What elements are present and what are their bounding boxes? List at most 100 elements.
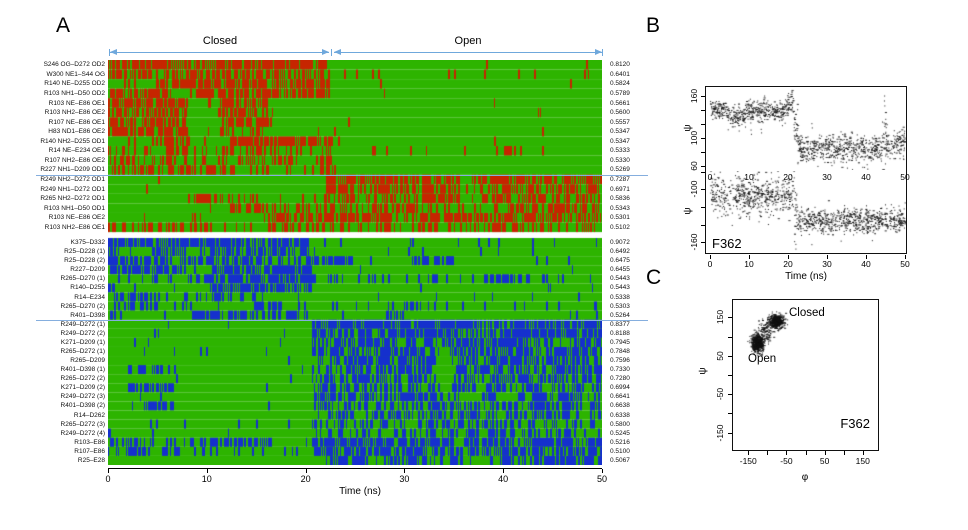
heatmap-row-label: R103 NH2–E86 OE2 [44,109,105,117]
arrow-right-icon [322,49,329,55]
heatmap-row-value: 0.6492 [610,248,630,256]
b-top-y-tick [701,166,705,168]
heatmap-row-value: 0.5824 [610,80,630,88]
heatmap-row-value: 0.5789 [610,89,630,97]
c-x-tick [767,451,769,455]
heatmap-row-value: 0.6401 [610,70,630,78]
axis-tick-label: 20 [300,474,311,484]
heatmap-row-value: 0.7945 [610,338,630,346]
b-top-y-tick-label: 60 [689,161,699,172]
b-bottom-x-tick-label: 40 [861,259,871,269]
c-y-tick [728,317,732,319]
axis-tick-label: 40 [498,474,509,484]
heatmap-row-label: R249–D272 (4) [60,429,105,437]
b-top-x-tick-label: 10 [744,171,754,182]
heatmap-row-value: 0.8120 [610,61,630,69]
heatmap-row-value: 0.6455 [610,266,630,274]
heatmap-row-value: 0.5303 [610,302,630,310]
heatmap-row-label: R140 NH2–D255 OD1 [40,137,105,145]
heatmap-row-value: 0.5343 [610,204,630,212]
b-top-y-tick-label: 160 [689,88,699,103]
highlight-underline [36,174,648,176]
b-bottom-x-tick [905,255,906,259]
b-top-x-tick-label: 0 [707,171,713,182]
b-bottom-x-tick-label: 10 [744,259,754,269]
c-x-axis-title: φ [801,472,809,483]
b-bottom-x-tick-label: 20 [783,259,793,269]
heatmap-row-label: K271–D209 (2) [60,384,105,392]
heatmap-row-label: K375–D332 [70,239,105,247]
panel-a-label: A [56,14,71,37]
axis-tick-label: 50 [596,474,607,484]
c-x-tick-label: 150 [855,456,870,466]
heatmap-row-label: R227–D209 [70,266,105,274]
heatmap-row-value: 0.5443 [610,275,630,283]
arrow-left-icon [110,49,117,55]
b-bottom-x-tick [788,255,789,259]
closed-phase-label: Closed [202,35,238,47]
b-top-x-tick-label: 40 [861,171,871,182]
heatmap-row-label: S246 OG–D272 OD2 [43,61,105,69]
heatmap-row-value: 0.7596 [610,357,630,365]
b-bottom-x-tick [710,255,711,259]
heatmap-row-label: R107 NH2–E86 OE2 [44,156,105,164]
c-y-tick-label: -50 [715,388,725,401]
heatmap-row-value: 0.5333 [610,147,630,155]
heatmap-row-label: R265–D272 (3) [60,420,105,428]
c-x-tick [748,451,750,455]
c-residue-annotation: F362 [840,416,870,431]
heatmap-row-label: R107–E86 [74,447,105,455]
b-top-y-tick [701,95,705,97]
axis-tick-label: 30 [399,474,410,484]
c-x-tick-label: 50 [819,456,830,466]
c-y-axis-title: ψ [697,367,709,375]
heatmap-row-value: 0.6641 [610,393,630,401]
heatmap-row-value: 0.6971 [610,185,630,193]
b-bottom-x-tick-label: 0 [707,259,713,269]
arrow-endbar [602,49,603,56]
c-y-tick [728,355,732,357]
heatmap-row-value: 0.5301 [610,214,630,222]
b-bottom-x-tick [866,255,867,259]
heatmap-row-value: 0.5347 [610,137,630,145]
heatmap-row-value: 0.8188 [610,329,630,337]
heatmap-row-value: 0.5216 [610,438,630,446]
b-residue-annotation: F362 [712,236,742,251]
axis-tick [602,469,603,473]
c-closed-annotation: Closed [789,307,825,319]
b-top-y-tick [701,109,705,111]
heatmap-row-label: R265–D270 (2) [60,302,105,310]
heatmap-row-value: 0.5245 [610,429,630,437]
c-x-tick [824,451,826,455]
panel-b-label: B [646,14,661,37]
heatmap-row-label: R103 NH2–E86 OE1 [44,223,105,231]
c-scatter [733,300,878,450]
arrow-right-icon [595,49,602,55]
heatmap-row-value: 0.6994 [610,384,630,392]
heatmap-row-value: 0.9072 [610,239,630,247]
c-y-tick-label: 50 [715,351,725,361]
heatmap-row-label: R103 NE–E86 OE2 [48,214,105,222]
heatmap-row-label: R265–D270 (1) [60,275,105,283]
b-top-y-tick [701,138,705,140]
open-phase-label: Open [454,35,482,47]
arrow-endbar [331,49,332,56]
heatmap-row-value: 0.6638 [610,402,630,410]
heatmap-row-label: R103–E86 [74,438,105,446]
axis-tick [404,469,406,473]
b-bottom-x-tick-label: 30 [822,259,832,269]
heatmap-row-label: R265 NH2–D272 OD1 [40,195,105,203]
heatmap-row-label: R140–D255 [70,284,105,292]
heatmap-row-label: R265–D209 [70,357,105,365]
heatmap-row-label: R401–D398 [70,311,105,319]
heatmap-row-value: 0.5102 [610,223,630,231]
heatmap-row-label: R14–E234 [74,293,105,301]
heatmap-row-label: R107 NE–E86 OE1 [48,118,105,126]
c-y-tick [728,432,732,434]
heatmap-row-label: R249–D272 (3) [60,393,105,401]
heatmap-row-value: 0.7848 [610,348,630,355]
heatmap-row-label: R401–D398 (1) [60,366,105,374]
b-bottom-y-axis-title: ψ [682,207,694,215]
heatmap-row-label: R249–D272 (1) [60,320,105,328]
